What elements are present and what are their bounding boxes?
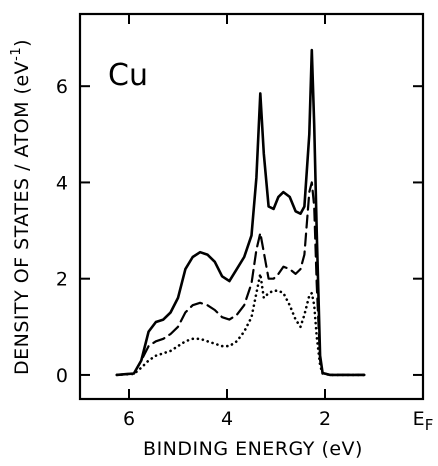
x-tick-label: EF <box>413 408 434 434</box>
y-tick-label: 0 <box>56 365 68 387</box>
y-tick-label: 2 <box>56 269 68 291</box>
x-tick-label: 6 <box>123 408 135 430</box>
x-tick-label-subscript: F <box>425 416 434 434</box>
y-axis-title-main: DENSITY OF STATES / ATOM (eV <box>11 61 33 375</box>
series-dotted-line <box>115 272 366 377</box>
y-axis-title: DENSITY OF STATES / ATOM (eV-1) <box>9 39 33 375</box>
y-axis-title-close: ) <box>11 39 33 47</box>
x-axis-title: BINDING ENERGY (eV) <box>143 438 363 460</box>
series-solid-line <box>115 48 366 377</box>
x-tick-label: 4 <box>221 408 233 430</box>
y-axis-title-superscript: -1 <box>9 47 24 61</box>
series-dashed-line <box>115 181 366 376</box>
x-tick-label: 2 <box>319 408 331 430</box>
plot-frame <box>78 12 425 401</box>
panel-label: Cu <box>108 58 148 93</box>
series-group <box>115 48 366 377</box>
y-tick-label: 4 <box>56 172 68 194</box>
y-tick-label: 6 <box>56 76 68 98</box>
